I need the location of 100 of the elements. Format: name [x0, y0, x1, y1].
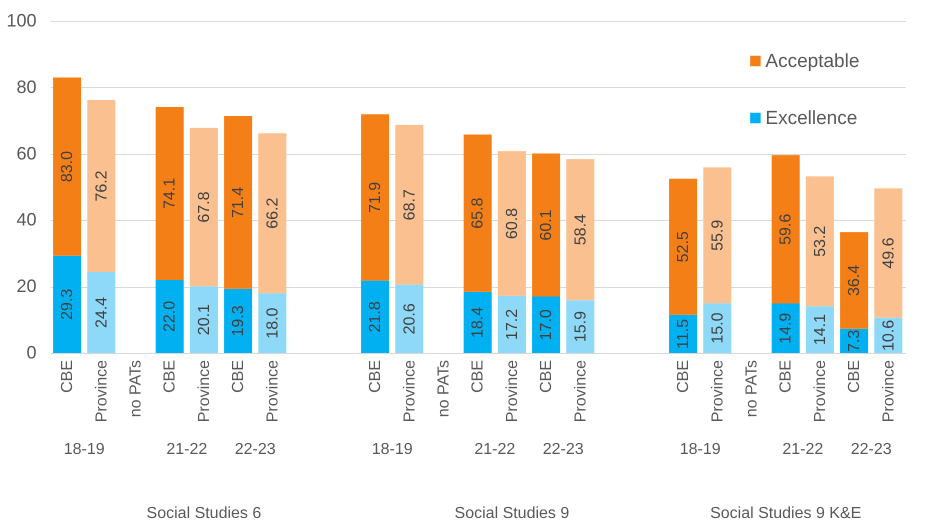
y-tick-label: 20 [16, 276, 36, 296]
y-tick-label: 100 [6, 10, 36, 30]
bar [703, 167, 732, 304]
total-label: 60.8 [504, 208, 521, 240]
x-tick-label: Province [264, 360, 282, 422]
bar [87, 272, 116, 353]
bar [190, 286, 218, 353]
data-label: 22.0 [162, 300, 179, 332]
bar [806, 176, 834, 306]
text: 18-19 [680, 441, 721, 458]
x-tick-label: no PATs [744, 360, 760, 418]
x-tick-label: Province [196, 360, 213, 422]
x-tick-label: CBE [162, 360, 179, 393]
bar [498, 296, 526, 353]
total-label: 68.7 [401, 189, 418, 220]
x-axis-title: Social Studies 9 [454, 505, 570, 522]
total-label: 52.5 [675, 231, 692, 262]
x-tick-label: Province [504, 360, 521, 422]
data-label: 19.3 [230, 305, 248, 337]
bar [361, 114, 390, 281]
text: 18-19 [64, 441, 105, 458]
x-tick-label: CBE [675, 360, 692, 393]
bar [258, 293, 286, 353]
total-label: 66.2 [264, 198, 282, 229]
total-label: 65.8 [470, 198, 487, 229]
total-label: 58.4 [572, 214, 590, 246]
bar [156, 106, 184, 280]
bar [703, 303, 732, 353]
bar [772, 155, 800, 304]
text: 21-22 [782, 441, 824, 458]
x-axis-title: Social Studies 6 [146, 505, 262, 522]
data-label: 17.2 [504, 308, 521, 340]
text: 21-22 [166, 441, 208, 458]
bar [53, 77, 82, 256]
text: 18-19 [372, 441, 413, 458]
bar [53, 256, 82, 353]
bar [464, 292, 492, 353]
bar [532, 296, 560, 353]
data-label: 7.3 [846, 330, 864, 352]
bar [464, 134, 492, 292]
x-tick-label: no PATs [436, 360, 452, 418]
total-label: 76.2 [93, 170, 110, 202]
x-tick-label: no PATs [128, 360, 144, 418]
text: 22-23 [234, 441, 276, 458]
bar [566, 300, 594, 353]
bar [566, 159, 594, 300]
x-tick-label: Province [880, 360, 898, 422]
legend-label: Excellence [765, 108, 858, 129]
data-label: 29.3 [59, 288, 76, 320]
x-axis-title: Social Studies 9 K&E [710, 505, 862, 522]
data-label: 17.0 [538, 309, 556, 340]
data-label: 21.8 [367, 301, 384, 332]
total-label: 55.9 [709, 220, 726, 251]
y-tick-label: 0 [26, 342, 36, 362]
total-label: 74.1 [162, 178, 179, 210]
x-tick-label: Province [401, 360, 418, 422]
data-label: 20.6 [401, 303, 418, 334]
x-tick-label: Province [709, 360, 726, 422]
data-label: 11.5 [675, 318, 692, 349]
total-label: 71.4 [230, 186, 248, 218]
total-label: 59.6 [778, 214, 795, 245]
bar [498, 151, 526, 296]
x-tick-label: CBE [470, 360, 487, 393]
legend-label: Acceptable [765, 51, 860, 72]
total-label: 83.0 [59, 150, 76, 182]
data-label: 14.9 [778, 312, 795, 344]
bar [806, 306, 834, 353]
data-label: 20.1 [196, 304, 213, 336]
x-tick-label: CBE [538, 360, 556, 393]
data-label: 10.6 [880, 320, 898, 351]
x-tick-label: CBE [846, 360, 864, 393]
bar [361, 280, 390, 353]
total-label: 36.4 [846, 264, 864, 296]
x-tick-label: Province [812, 360, 829, 422]
x-tick-label: CBE [59, 360, 76, 393]
x-tick-label: CBE [367, 360, 384, 393]
total-label: 71.9 [367, 182, 384, 214]
total-label: 53.2 [812, 226, 829, 257]
bar [840, 232, 868, 329]
data-label: 24.4 [93, 296, 110, 328]
y-tick-label: 60 [16, 143, 36, 164]
x-tick-label: CBE [230, 360, 248, 393]
data-label: 18.0 [264, 307, 282, 339]
total-label: 49.6 [880, 237, 898, 269]
x-tick-label: CBE [778, 360, 795, 393]
bar [874, 188, 902, 318]
data-label: 18.4 [470, 306, 487, 338]
total-label: 67.8 [196, 191, 213, 223]
bar [190, 128, 218, 286]
x-tick-label: Province [572, 360, 590, 422]
bar [772, 304, 800, 353]
bar [532, 153, 560, 297]
text: 22-23 [542, 441, 584, 458]
bar [224, 116, 252, 289]
bar [156, 280, 184, 353]
bar [87, 100, 116, 272]
y-tick-label: 80 [16, 76, 36, 97]
bar [224, 288, 252, 353]
bar [258, 133, 286, 294]
text: 22-23 [850, 441, 892, 458]
